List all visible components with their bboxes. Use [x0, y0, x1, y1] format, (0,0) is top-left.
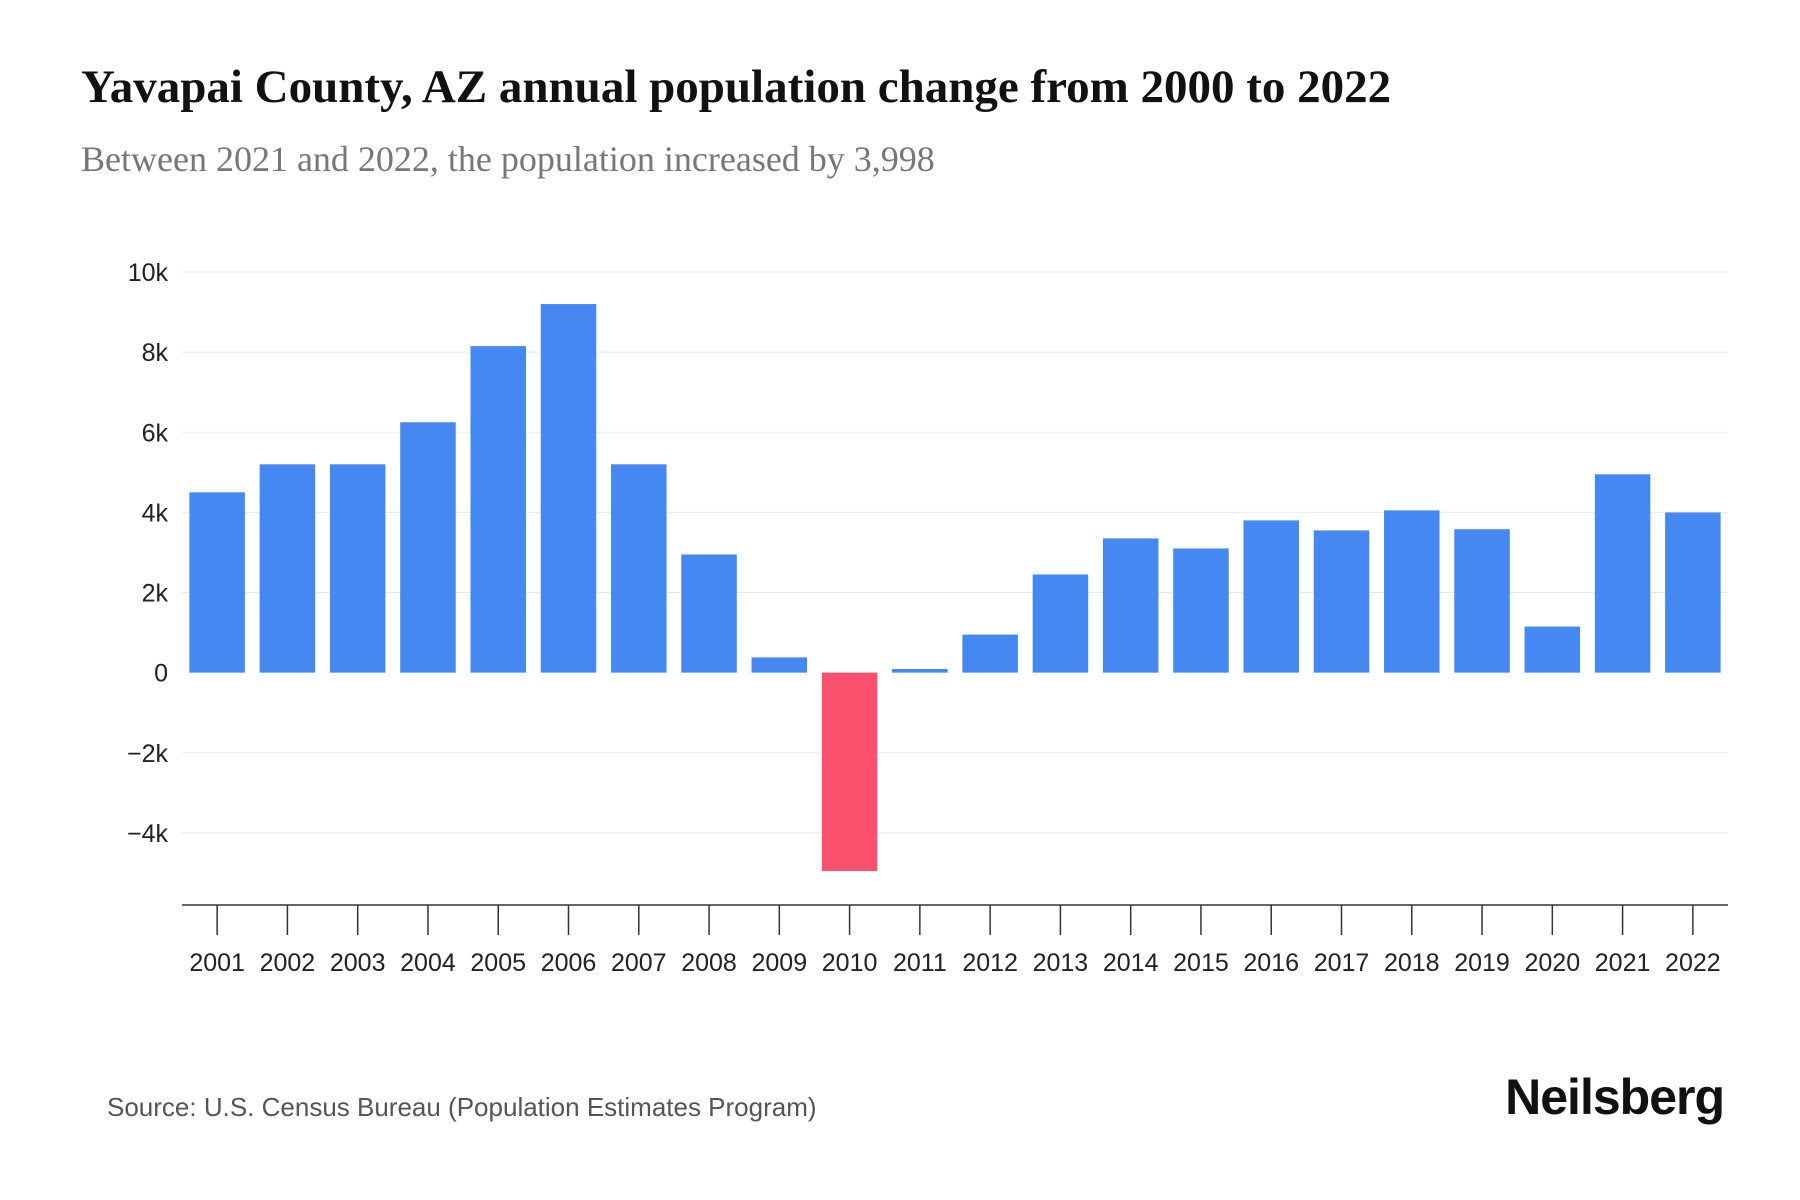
chart-title: Yavapai County, AZ annual population cha…: [81, 61, 1392, 113]
bar-2004: [400, 422, 456, 673]
x-tick-label: 2017: [1314, 949, 1370, 977]
y-tick-label: 0: [154, 660, 168, 688]
bar-2010: [821, 672, 878, 871]
bar-2018: [1384, 510, 1440, 673]
x-tick-label: 2012: [962, 949, 1018, 977]
bar-2020: [1524, 626, 1581, 673]
x-tick-label: 2001: [189, 949, 245, 977]
x-tick-label: 2006: [541, 949, 597, 977]
bars: [189, 304, 1721, 871]
bar-2017: [1313, 530, 1370, 673]
x-tick-label: 2002: [260, 949, 316, 977]
x-tick-label: 2022: [1665, 949, 1721, 977]
x-tick-label: 2021: [1595, 949, 1651, 977]
bar-2015: [1173, 548, 1229, 673]
y-tick-label: 6k: [142, 419, 169, 447]
bar-2001: [189, 492, 245, 673]
bar-2006: [540, 304, 597, 673]
x-tick-label: 2015: [1173, 949, 1229, 977]
bar-2003: [329, 464, 386, 673]
x-tick-label: 2020: [1525, 949, 1581, 977]
x-tick-label: 2018: [1384, 949, 1440, 977]
brand-logo: Neilsberg: [1505, 1069, 1725, 1125]
chart-subtitle: Between 2021 and 2022, the population in…: [81, 139, 935, 179]
bar-2022: [1665, 512, 1721, 673]
x-tick-label: 2007: [611, 949, 667, 977]
x-tick-label: 2014: [1103, 949, 1159, 977]
x-tick-label: 2011: [893, 949, 947, 977]
y-axis-ticks: −4k −2k 0 2k 4k 6k 8k 10k: [127, 259, 169, 848]
x-tick-label: 2013: [1033, 949, 1089, 977]
bar-2009: [751, 657, 808, 673]
y-tick-label: 8k: [142, 339, 169, 367]
bar-2021: [1594, 474, 1651, 673]
bar-2016: [1243, 520, 1299, 673]
source-note: Source: U.S. Census Bureau (Population E…: [107, 1092, 817, 1122]
bar-2019: [1454, 529, 1510, 673]
bar-2013: [1032, 574, 1089, 673]
y-tick-label: 10k: [128, 259, 169, 287]
x-tick-label: 2010: [822, 949, 878, 977]
x-tick-label: 2019: [1454, 949, 1510, 977]
x-tick-label: 2009: [752, 949, 808, 977]
y-tick-label: −4k: [127, 820, 169, 848]
bar-2007: [611, 464, 667, 673]
x-tick-label: 2008: [681, 949, 737, 977]
bar-2012: [962, 634, 1018, 673]
x-tick-label: 2004: [400, 949, 456, 977]
bar-2002: [259, 464, 316, 673]
y-tick-label: 2k: [142, 580, 169, 608]
bar-2014: [1102, 538, 1159, 673]
x-tick-label: 2016: [1243, 949, 1299, 977]
y-tick-label: −2k: [127, 740, 169, 768]
x-tick-label: 2003: [330, 949, 386, 977]
y-tick-label: 4k: [142, 499, 169, 527]
x-tick-label: 2005: [470, 949, 526, 977]
x-axis: 2001 2002 2003 2004 2005 2006 2007 2008 2009 2010…: [182, 904, 1728, 977]
bar-2011: [892, 669, 948, 673]
bar-2008: [681, 554, 737, 673]
bar-2005: [470, 346, 526, 673]
